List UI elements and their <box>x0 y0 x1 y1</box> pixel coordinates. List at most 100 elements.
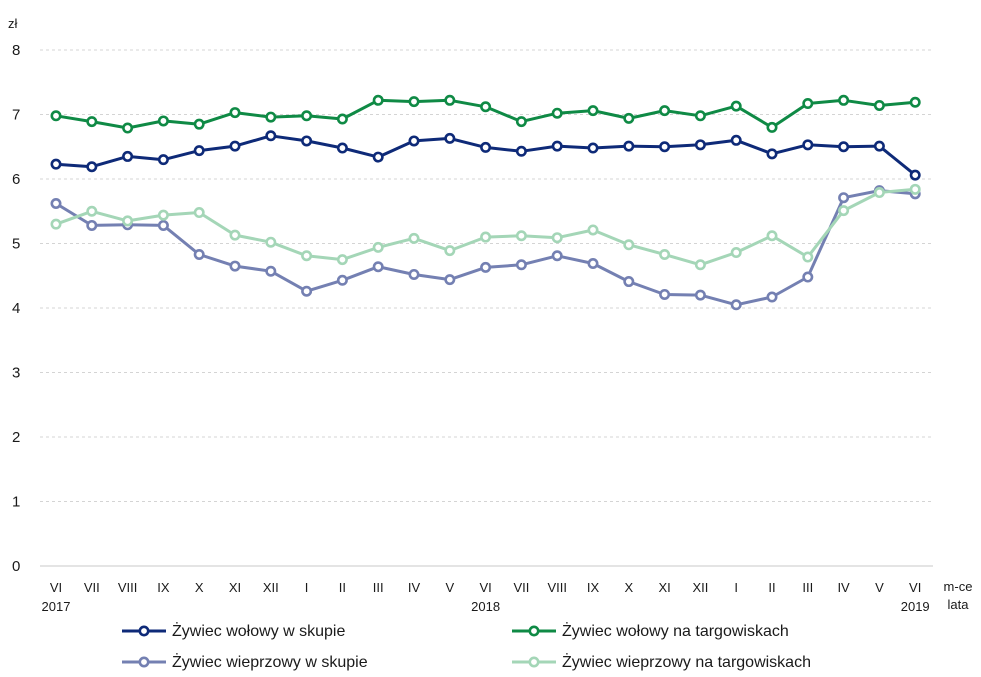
data-point-s0-17 <box>659 141 671 153</box>
x-axis-label-months: m-ce <box>944 579 973 594</box>
x-tick-label-23: V <box>875 580 884 595</box>
x-tick-label-13: VII <box>513 580 529 595</box>
data-point-s3-13 <box>515 230 527 242</box>
data-point-s1-13 <box>515 116 527 128</box>
data-point-s1-15 <box>587 105 599 117</box>
data-point-s3-4 <box>193 207 205 219</box>
x-tick-label-7: I <box>305 580 309 595</box>
data-point-s1-19 <box>730 100 742 112</box>
data-point-s2-11 <box>444 274 456 286</box>
x-tick-label-18: XII <box>692 580 708 595</box>
y-unit-label: zł <box>8 16 18 31</box>
y-tick-label-1: 1 <box>12 494 20 511</box>
x-tick-label-16: X <box>624 580 633 595</box>
data-point-s2-3 <box>157 219 169 231</box>
data-point-s2-10 <box>408 268 420 280</box>
data-point-s1-0 <box>50 110 62 122</box>
y-tick-label-0: 0 <box>12 558 20 575</box>
data-point-s3-3 <box>157 209 169 221</box>
data-point-s1-12 <box>480 101 492 113</box>
data-point-s2-16 <box>623 276 635 288</box>
legend-label-2: Żywiec wieprzowy w skupie <box>172 652 368 671</box>
data-point-s1-24 <box>909 96 921 108</box>
data-point-s1-6 <box>265 111 277 123</box>
data-point-s1-8 <box>336 113 348 125</box>
data-point-s2-1 <box>86 219 98 231</box>
series-line-2 <box>55 189 916 307</box>
data-point-s2-15 <box>587 257 599 269</box>
data-point-s0-11 <box>444 132 456 144</box>
data-point-s3-6 <box>265 236 277 248</box>
data-point-s1-21 <box>802 98 814 110</box>
data-point-s2-8 <box>336 274 348 286</box>
data-point-s3-9 <box>372 241 384 253</box>
data-point-s1-20 <box>766 121 778 133</box>
x-tick-label-22: IV <box>837 580 850 595</box>
data-point-s2-5 <box>229 260 241 272</box>
data-point-s1-1 <box>86 116 98 128</box>
y-tick-label-6: 6 <box>12 171 20 188</box>
x-tick-label-12: VI <box>479 580 491 595</box>
data-point-s2-6 <box>265 265 277 277</box>
x-tick-label-3: IX <box>157 580 170 595</box>
data-point-s3-18 <box>694 259 706 271</box>
data-point-s3-15 <box>587 224 599 236</box>
legend-label-3: Żywiec wieprzowy na targowiskach <box>562 652 811 671</box>
y-tick-label-7: 7 <box>12 107 20 124</box>
data-point-s3-7 <box>301 250 313 262</box>
data-point-s0-13 <box>515 145 527 157</box>
data-point-s1-9 <box>372 94 384 106</box>
data-point-s3-1 <box>86 205 98 217</box>
x-tick-label-9: III <box>373 580 384 595</box>
legend-marker-0 <box>138 625 150 637</box>
data-point-s0-18 <box>694 139 706 151</box>
data-point-s3-22 <box>838 205 850 217</box>
series-line-3 <box>55 187 916 267</box>
data-point-s0-5 <box>229 140 241 152</box>
x-tick-label-11: V <box>445 580 454 595</box>
data-point-s2-13 <box>515 259 527 271</box>
data-point-s3-19 <box>730 247 742 259</box>
data-point-s3-17 <box>659 248 671 260</box>
data-point-s1-16 <box>623 112 635 124</box>
x-tick-label-1: VII <box>84 580 100 595</box>
legend-marker-3 <box>528 656 540 668</box>
data-point-s1-7 <box>301 110 313 122</box>
data-point-s1-10 <box>408 96 420 108</box>
data-point-s0-21 <box>802 139 814 151</box>
x-tick-label-10: IV <box>408 580 421 595</box>
data-point-s3-5 <box>229 229 241 241</box>
data-point-s3-0 <box>50 218 62 230</box>
data-point-s2-22 <box>838 192 850 204</box>
x-tick-label-4: X <box>195 580 204 595</box>
x-tick-label-5: XI <box>229 580 241 595</box>
data-point-s3-23 <box>873 187 885 199</box>
data-point-s3-24 <box>909 183 921 195</box>
y-tick-label-2: 2 <box>12 429 20 446</box>
data-point-s1-22 <box>838 94 850 106</box>
data-point-s1-17 <box>659 105 671 117</box>
data-point-s0-9 <box>372 151 384 163</box>
data-point-s0-1 <box>86 161 98 173</box>
data-point-s1-14 <box>551 107 563 119</box>
legend-marker-1 <box>528 625 540 637</box>
data-point-s1-18 <box>694 110 706 122</box>
x-tick-label-20: II <box>768 580 775 595</box>
data-point-s0-19 <box>730 134 742 146</box>
data-point-s0-3 <box>157 154 169 166</box>
data-point-s1-3 <box>157 115 169 127</box>
data-point-s3-14 <box>551 232 563 244</box>
data-point-s0-6 <box>265 130 277 142</box>
data-point-s0-2 <box>122 150 134 162</box>
legend-label-1: Żywiec wołowy na targowiskach <box>562 621 789 640</box>
x-tick-label-17: XI <box>658 580 670 595</box>
data-point-s3-8 <box>336 254 348 266</box>
data-point-s2-17 <box>659 288 671 300</box>
data-point-s0-10 <box>408 135 420 147</box>
data-point-s0-20 <box>766 148 778 160</box>
data-point-s0-14 <box>551 140 563 152</box>
x-tick-label-15: IX <box>587 580 600 595</box>
x-year-label-2019: 2019 <box>901 599 930 614</box>
